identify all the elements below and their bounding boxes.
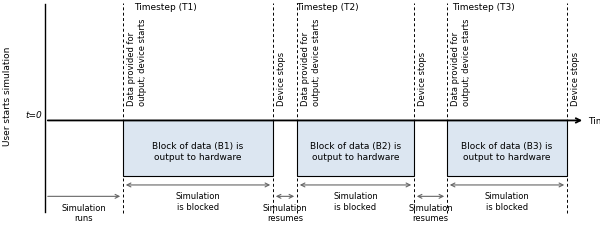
Text: Simulation
resumes: Simulation resumes	[408, 203, 453, 222]
Text: Simulation
resumes: Simulation resumes	[263, 203, 307, 222]
Text: Timestep (T1): Timestep (T1)	[134, 3, 196, 12]
Text: Timestep (T3): Timestep (T3)	[452, 3, 514, 12]
Text: Block of data (B3) is
output to hardware: Block of data (B3) is output to hardware	[461, 141, 553, 161]
Bar	[123, 121, 273, 176]
Text: Simulation
is blocked: Simulation is blocked	[333, 192, 378, 211]
Text: Simulation
is blocked: Simulation is blocked	[485, 192, 529, 211]
Text: t=0: t=0	[25, 111, 42, 120]
Text: Block of data (B1) is
output to hardware: Block of data (B1) is output to hardware	[152, 141, 244, 161]
Text: Data provided for
output; device starts: Data provided for output; device starts	[127, 19, 146, 106]
Text: User starts simulation: User starts simulation	[2, 46, 12, 145]
Text: Block of data (B2) is
output to hardware: Block of data (B2) is output to hardware	[310, 141, 401, 161]
Bar	[297, 121, 414, 176]
Text: Simulation
is blocked: Simulation is blocked	[176, 192, 220, 211]
Text: Simulation
runs: Simulation runs	[62, 203, 106, 222]
Text: Device stops: Device stops	[571, 52, 580, 106]
Text: Device stops: Device stops	[277, 52, 286, 106]
Text: Device stops: Device stops	[418, 52, 427, 106]
Text: Timestep (T2): Timestep (T2)	[296, 3, 358, 12]
Text: Time (t): Time (t)	[588, 116, 600, 125]
Text: Data provided for
output; device starts: Data provided for output; device starts	[451, 19, 470, 106]
Bar	[447, 121, 567, 176]
Text: Data provided for
output; device starts: Data provided for output; device starts	[301, 19, 320, 106]
